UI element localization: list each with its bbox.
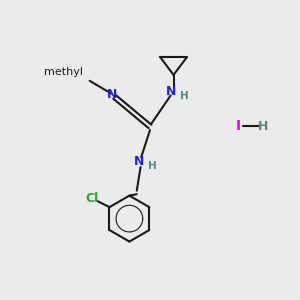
Text: H: H — [148, 161, 157, 171]
Text: N: N — [134, 155, 144, 168]
Text: N: N — [166, 85, 176, 98]
Text: H: H — [180, 91, 189, 100]
Text: H: H — [258, 120, 268, 133]
Text: Cl: Cl — [85, 192, 98, 205]
Text: N: N — [107, 88, 118, 101]
Text: I: I — [236, 119, 241, 134]
Text: methyl: methyl — [44, 67, 83, 77]
